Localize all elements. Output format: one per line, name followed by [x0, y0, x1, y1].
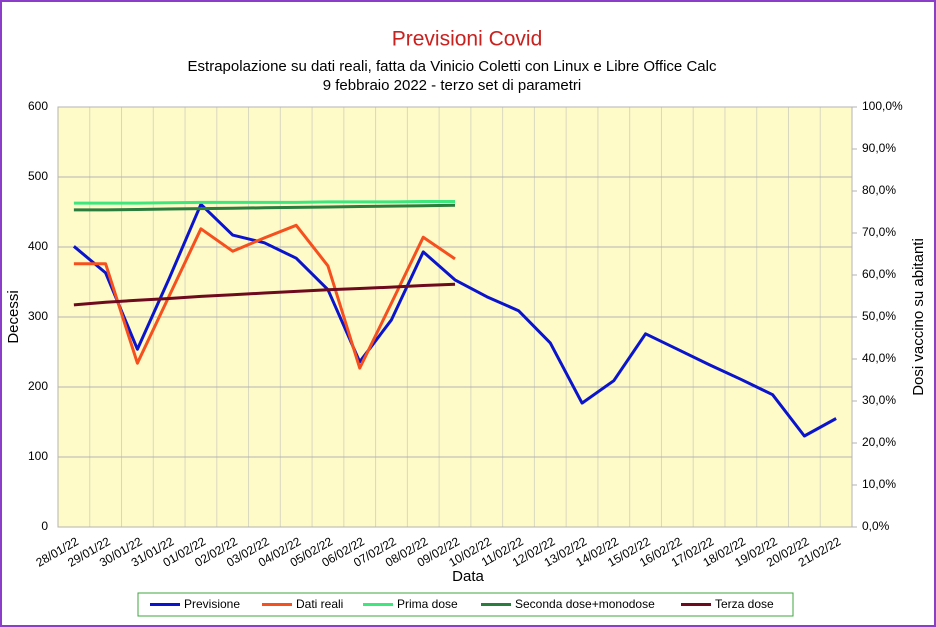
y2-tick-label: 20,0%	[862, 435, 896, 449]
y2-tick-label: 10,0%	[862, 477, 896, 491]
chart-title: Previsioni Covid	[392, 28, 543, 51]
y2-tick-label: 100,0%	[862, 99, 903, 113]
y-tick-label: 0	[41, 519, 48, 533]
x-axis-label: Data	[452, 568, 484, 585]
y2-tick-label: 90,0%	[862, 141, 896, 155]
series-line	[72, 202, 837, 438]
y-axis-label: Decessi	[5, 290, 22, 343]
series-line	[73, 282, 456, 307]
y2-tick-label: 50,0%	[862, 309, 896, 323]
chart-subtitle: 9 febbraio 2022 - terzo set di parametri	[323, 77, 581, 94]
y2-tick-label: 60,0%	[862, 267, 896, 281]
legend-label: Terza dose	[715, 597, 774, 611]
series-line	[73, 223, 456, 370]
y-tick-label: 400	[28, 239, 48, 253]
legend	[137, 592, 794, 617]
y-tick-label: 300	[28, 309, 48, 323]
y2-tick-label: 70,0%	[862, 225, 896, 239]
y2-tick-label: 0,0%	[862, 519, 890, 533]
series-line	[73, 200, 455, 205]
y-tick-label: 600	[28, 99, 48, 113]
legend-label: Prima dose	[397, 597, 458, 611]
legend-label: Dati reali	[296, 597, 343, 611]
legend-label: Seconda dose+monodose	[515, 597, 655, 611]
legend-label: Previsione	[184, 597, 240, 611]
plot-border	[57, 106, 853, 528]
y-tick-label: 100	[28, 449, 48, 463]
y2-tick-label: 80,0%	[862, 183, 896, 197]
y2-tick-label: 40,0%	[862, 351, 896, 365]
chart-subtitle: Estrapolazione su dati reali, fatta da V…	[188, 58, 717, 75]
y-tick-label: 200	[28, 379, 48, 393]
y-tick-label: 500	[28, 169, 48, 183]
y2-axis-label: Dosi vaccino su abitanti	[910, 238, 927, 396]
y2-tick-label: 30,0%	[862, 393, 896, 407]
series-line	[73, 203, 456, 212]
